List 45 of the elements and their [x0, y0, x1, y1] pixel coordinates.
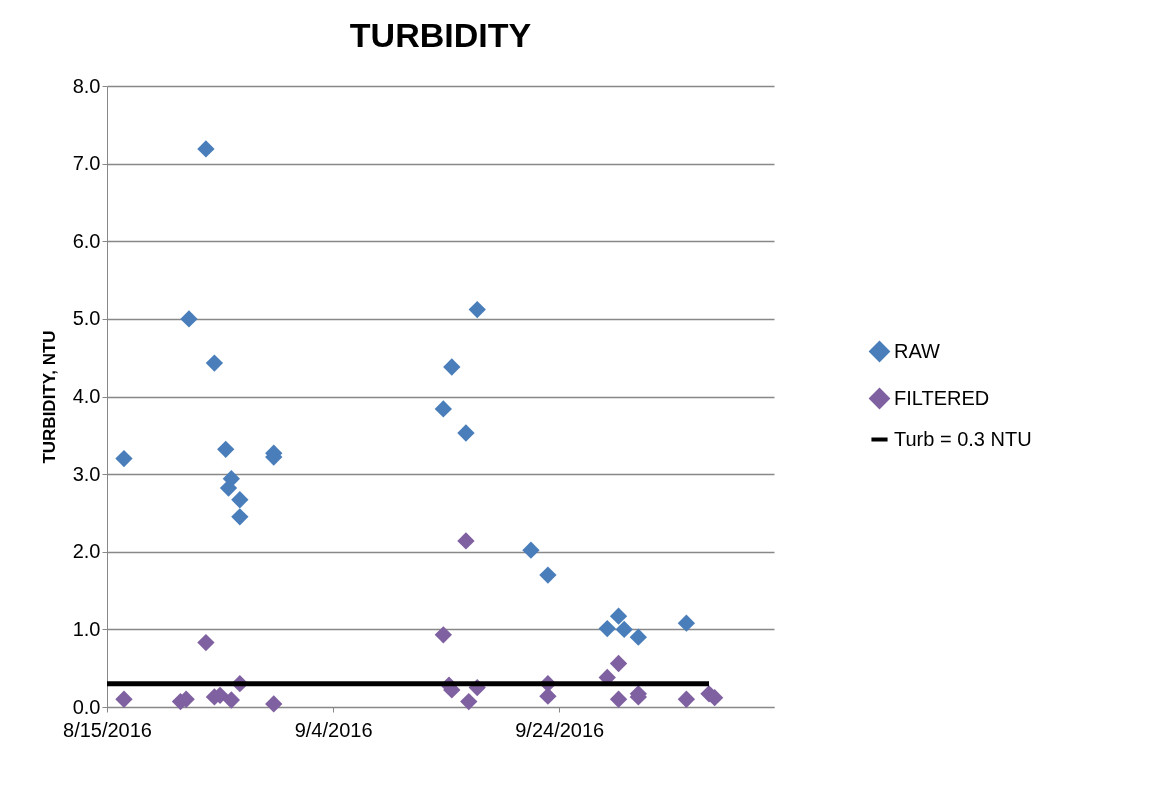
point	[222, 691, 241, 709]
point	[615, 620, 633, 639]
y-tick-label: 6.0	[72, 229, 101, 252]
point	[522, 541, 540, 559]
y-tick-label: 5.0	[72, 307, 101, 330]
point	[609, 654, 628, 673]
point	[457, 424, 475, 442]
x-tick-label: 9/24/2016	[515, 718, 605, 741]
legend-label: Turb = 0.3 NTU	[894, 427, 1032, 450]
point	[468, 300, 486, 319]
point	[460, 692, 478, 711]
point	[434, 626, 452, 644]
point	[629, 628, 647, 646]
point	[115, 449, 133, 468]
point	[231, 491, 249, 509]
point	[677, 690, 696, 708]
x-tick-label: 9/4/2016	[294, 718, 373, 741]
y-tick-label: 2.0	[72, 540, 101, 563]
y-tick-label: 8.0	[72, 74, 101, 97]
point	[197, 140, 215, 158]
point	[197, 633, 215, 652]
y-tick-label: 0.0	[72, 695, 101, 718]
point	[609, 690, 628, 708]
point	[443, 358, 461, 376]
chart-title: TURBIDITY	[349, 16, 532, 54]
point	[598, 619, 616, 638]
y-tick-label: 7.0	[72, 152, 101, 175]
y-axis-title: TURBIDITY, NTU	[39, 330, 59, 464]
legend-label: RAW	[894, 339, 941, 362]
legend-label: FILTERED	[894, 386, 990, 409]
point	[231, 508, 249, 526]
point	[609, 607, 628, 625]
y-tick-label: 1.0	[72, 617, 101, 640]
point	[217, 440, 235, 458]
point	[180, 310, 198, 328]
point	[205, 354, 224, 372]
point	[677, 614, 696, 632]
x-tick-label: 8/15/2016	[63, 718, 152, 741]
point	[115, 690, 133, 708]
y-tick-label: 3.0	[72, 462, 101, 485]
point	[434, 400, 452, 418]
point	[539, 566, 557, 584]
y-tick-label: 4.0	[72, 385, 101, 407]
point	[457, 532, 475, 550]
point	[265, 695, 283, 713]
